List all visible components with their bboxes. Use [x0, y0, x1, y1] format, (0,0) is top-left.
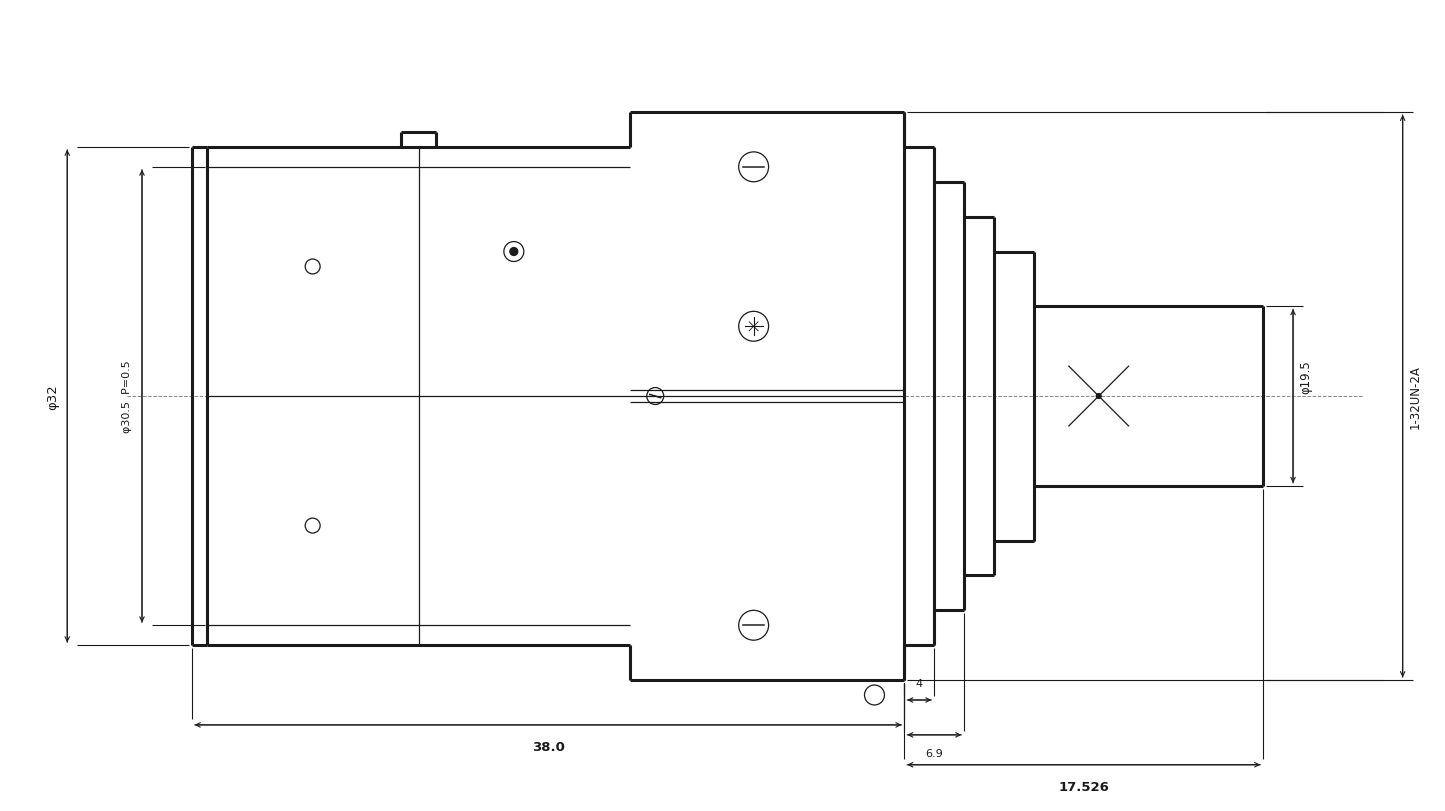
- Text: φ19.5: φ19.5: [1299, 360, 1312, 393]
- Text: 1-32UN-2A: 1-32UN-2A: [1409, 365, 1422, 428]
- Text: φ30.5  P=0.5: φ30.5 P=0.5: [121, 360, 131, 433]
- Text: 17.526: 17.526: [1058, 779, 1110, 792]
- Circle shape: [1097, 394, 1101, 399]
- Text: 4: 4: [916, 678, 923, 689]
- Circle shape: [510, 248, 517, 256]
- Text: φ32: φ32: [46, 384, 59, 410]
- Text: 38.0: 38.0: [532, 740, 565, 753]
- Text: 6.9: 6.9: [925, 748, 944, 758]
